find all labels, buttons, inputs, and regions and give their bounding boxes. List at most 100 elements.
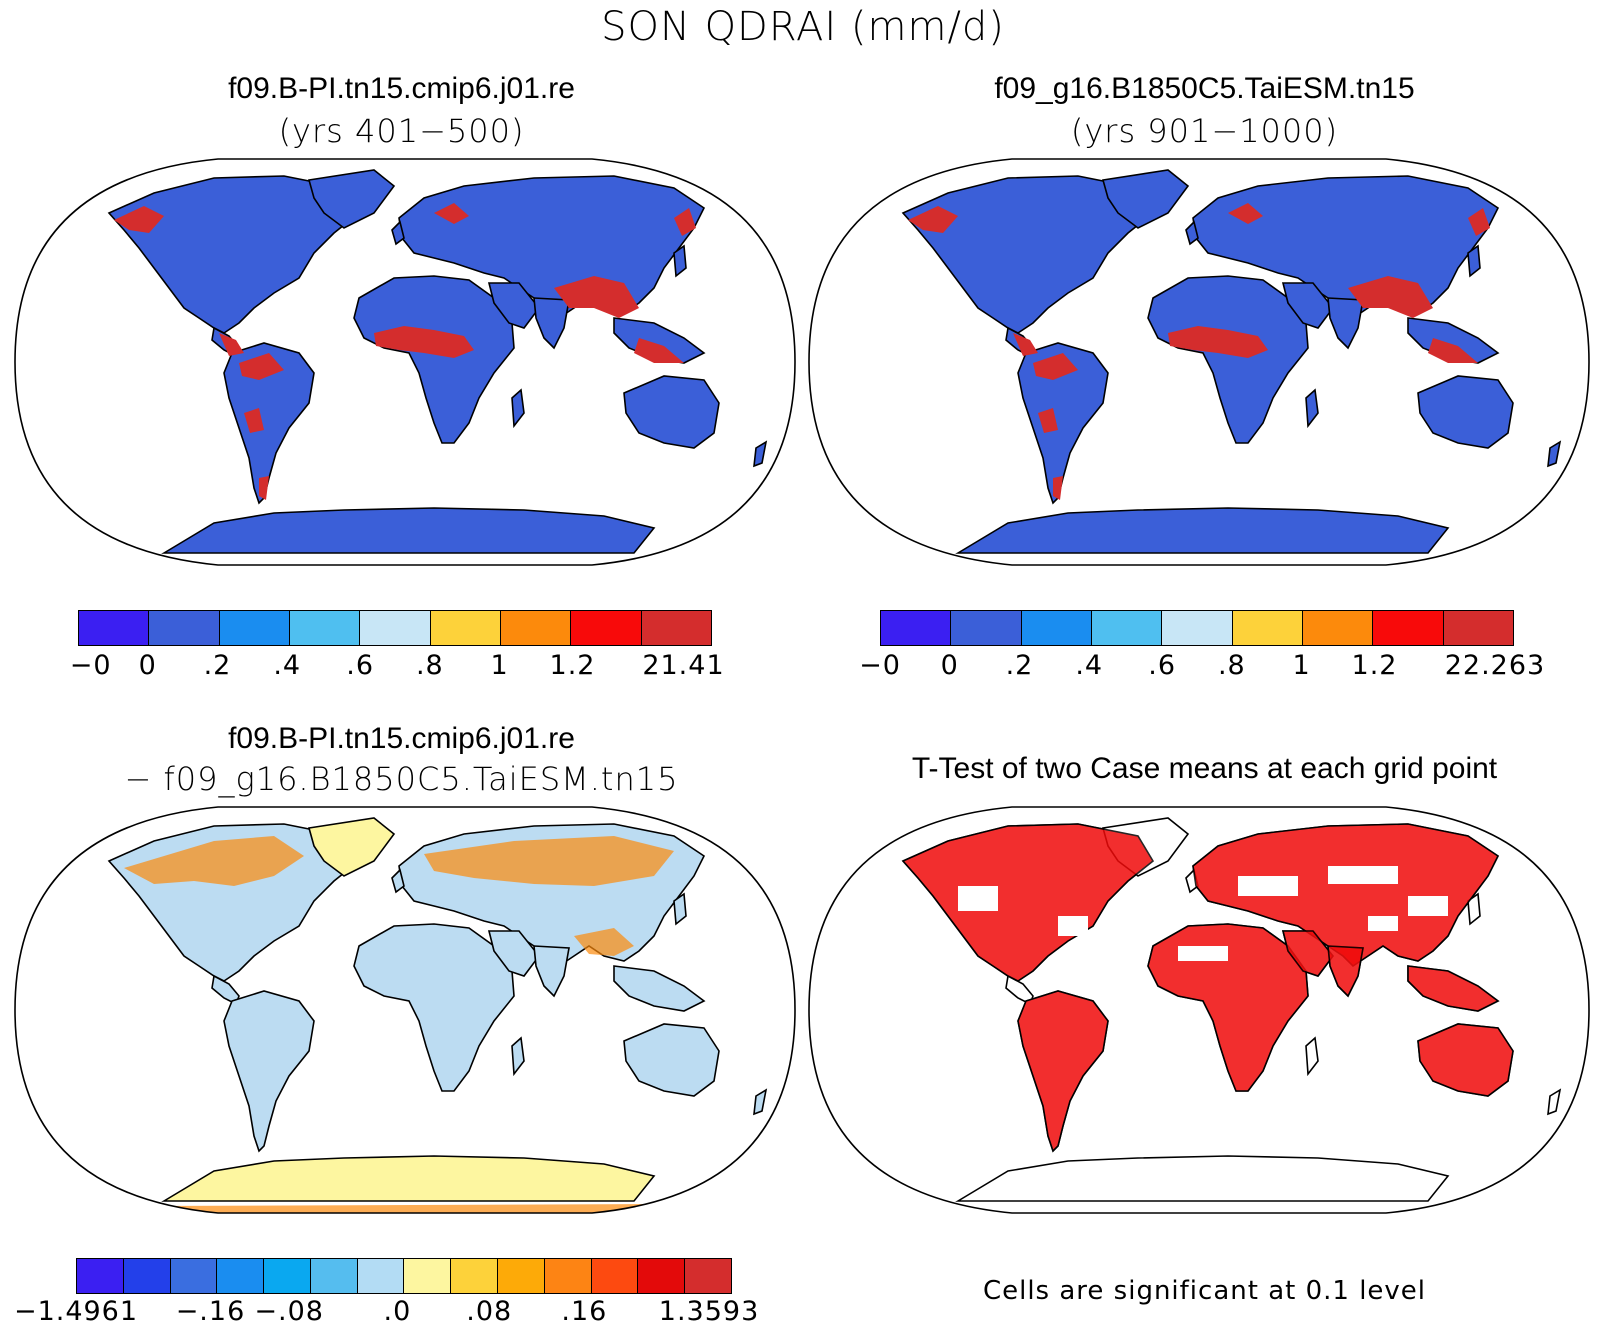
colorbar-swatch — [544, 1259, 592, 1293]
colorbar-tick-label: .4 — [1075, 650, 1104, 681]
land-antarctica — [955, 1155, 1450, 1202]
colorbar-tick-label: 1 — [490, 650, 509, 681]
non-significant-cells — [1408, 896, 1448, 916]
non-significant-cells — [1368, 916, 1398, 931]
land-australia — [623, 1023, 720, 1097]
land-africa — [353, 923, 515, 1092]
panel-4-map — [808, 806, 1590, 1214]
land-arabia — [487, 282, 541, 329]
colorbar-swatch — [881, 611, 952, 645]
colorbar-swatch — [1302, 611, 1374, 645]
map-border — [808, 158, 1590, 566]
colorbar-tick-label: 22.263 — [1444, 650, 1546, 681]
colorbar-swatch — [685, 1259, 731, 1293]
colorbar-tick-label: 0 — [940, 650, 959, 681]
map-shaded-region — [1468, 208, 1490, 236]
land-antarctica — [161, 507, 656, 554]
colorbar-tick-label: 1.2 — [549, 650, 596, 681]
land-nz — [753, 440, 768, 468]
colorbar-swatch — [1232, 611, 1303, 645]
land-nz — [1547, 440, 1562, 468]
land-japan — [673, 892, 687, 926]
map-shaded-region — [1053, 476, 1063, 500]
non-significant-cells — [1328, 866, 1398, 884]
land-madagascar — [511, 388, 525, 429]
panel-1-colorbar — [78, 610, 712, 646]
colorbar-swatch — [310, 1259, 358, 1293]
significant-cells-africa — [1147, 923, 1309, 1092]
non-significant-cells — [1178, 946, 1228, 961]
colorbar-tick-label: .2 — [1005, 650, 1034, 681]
map-shaded-region — [1033, 353, 1078, 380]
colorbar-tick-label: .6 — [346, 650, 375, 681]
colorbar-swatch — [219, 611, 290, 645]
land-uk — [391, 868, 405, 894]
colorbar-tick-label: 0 — [138, 650, 157, 681]
panel-1-subtitle: (yrs 401−500) — [278, 112, 525, 150]
map-shaded-region — [554, 276, 639, 318]
land-greenland — [1101, 169, 1190, 229]
colorbar-swatch — [77, 1259, 124, 1293]
colorbar-swatch — [264, 1259, 311, 1293]
panel-1-title: f09.B-PI.tn15.cmip6.j01.re — [228, 72, 575, 105]
land-india — [533, 297, 570, 350]
land-namerica — [107, 175, 361, 334]
map-shaded-region — [219, 333, 244, 356]
panel-2-title: f09_g16.B1850C5.TaiESM.tn15 — [994, 72, 1415, 105]
non-significant-cells — [1238, 876, 1298, 896]
colorbar-tick-label: .08 — [466, 1296, 513, 1327]
colorbar-tick-label: .6 — [1148, 650, 1177, 681]
colorbar-tick-label: 1.2 — [1351, 650, 1398, 681]
significant-cells-samerica — [1017, 990, 1109, 1153]
significant-cells-india — [1327, 945, 1364, 998]
land-madagascar — [511, 1036, 525, 1077]
land-uk — [1185, 220, 1199, 246]
land-namerica — [901, 175, 1155, 334]
colorbar-swatch — [79, 611, 150, 645]
map-shaded-region — [1168, 326, 1268, 358]
colorbar-tick-label: .16 — [561, 1296, 608, 1327]
colorbar-tick-label: .0 — [383, 1296, 412, 1327]
panel-2-subtitle: (yrs 901−1000) — [1070, 112, 1339, 150]
land-australia — [623, 375, 720, 449]
land-japan — [1467, 244, 1481, 278]
colorbar-tick-label: .8 — [1217, 650, 1246, 681]
non-significant-cells — [958, 886, 998, 911]
colorbar-swatch — [1162, 611, 1233, 645]
land-greenland — [307, 817, 396, 877]
map-border — [14, 806, 796, 1214]
non-significant-cells — [1058, 916, 1088, 936]
map-shaded-region — [144, 1204, 654, 1213]
colorbar-swatch — [641, 611, 711, 645]
land-uk — [391, 220, 405, 246]
colorbar-tick-label: .4 — [273, 650, 302, 681]
map-shaded-region — [908, 206, 958, 233]
map-shaded-region — [1428, 338, 1478, 363]
land-arabia — [487, 930, 541, 977]
map-shaded-region — [244, 408, 264, 433]
panel-4-title: T-Test of two Case means at each grid po… — [911, 752, 1498, 785]
significant-cells-arabia — [1281, 930, 1335, 977]
figure-title: SON QDRAI (mm/d) — [601, 4, 1005, 50]
colorbar-swatch — [571, 611, 642, 645]
map-shaded-region — [574, 928, 634, 956]
panel-2-map — [808, 158, 1590, 566]
land-nz — [1547, 1088, 1562, 1116]
land-india — [1327, 297, 1364, 350]
map-shaded-region — [1038, 408, 1058, 433]
map-shaded-region — [374, 326, 474, 358]
map-shaded-region — [239, 353, 284, 380]
colorbar-swatch — [360, 611, 431, 645]
land-antarctica — [955, 507, 1450, 554]
colorbar-swatch — [357, 1259, 405, 1293]
map-shaded-region — [1348, 276, 1433, 318]
land-japan — [673, 244, 687, 278]
map-shaded-region — [259, 476, 269, 500]
significant-cells-eurasia — [1192, 823, 1500, 968]
colorbar-swatch — [1091, 611, 1163, 645]
colorbar-swatch — [451, 1259, 499, 1293]
colorbar-tick-label: 21.41 — [642, 650, 725, 681]
colorbar-swatch — [1373, 611, 1444, 645]
land-seasia — [613, 965, 706, 1012]
colorbar-swatch — [170, 1259, 218, 1293]
